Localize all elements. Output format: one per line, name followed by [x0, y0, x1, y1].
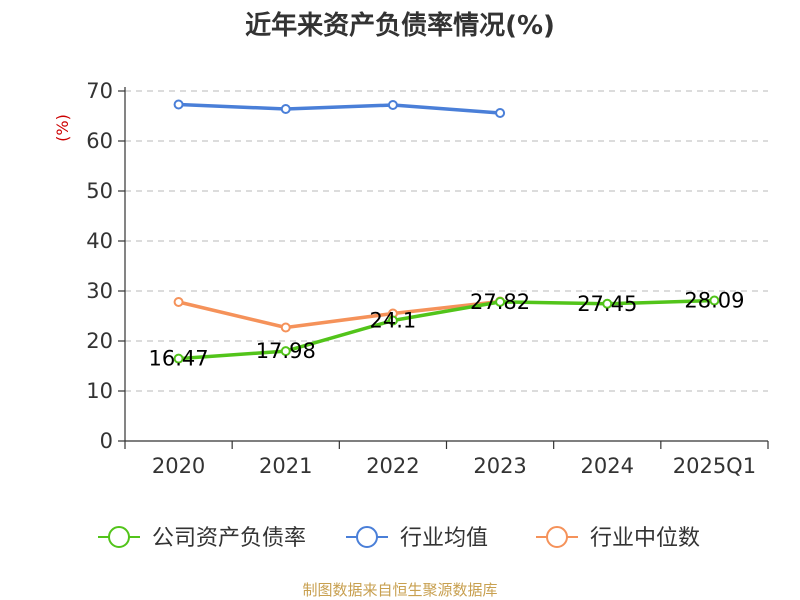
data-point — [709, 295, 720, 306]
x-tick-label: 2023 — [473, 454, 526, 478]
data-point — [280, 104, 291, 114]
x-tick-label: 2021 — [259, 454, 312, 478]
x-tick-label: 2024 — [581, 454, 634, 478]
legend-marker — [546, 526, 568, 548]
axes: 0 10 20 30 40 50 60 70 2020 2021 2022 2023 2024 2025Q… — [86, 79, 769, 478]
gridlines — [125, 90, 768, 392]
y-tick-label: 70 — [86, 79, 113, 103]
series-lines — [173, 99, 720, 364]
legend-label: 行业中位数 — [590, 526, 700, 551]
legend-marker — [108, 526, 130, 548]
y-tick-label: 50 — [86, 179, 113, 203]
data-label: 24.1 — [370, 309, 417, 333]
legend-label: 行业均值 — [400, 526, 488, 551]
source-note: 制图数据来自恒生聚源数据库 — [302, 581, 497, 599]
data-point — [387, 315, 398, 326]
data-point — [495, 296, 506, 307]
y-tick-label: 30 — [86, 279, 113, 303]
y-tick-label: 10 — [86, 379, 113, 403]
x-tick-label: 2020 — [152, 454, 205, 478]
data-point — [495, 108, 506, 118]
y-tick-label: 60 — [86, 129, 113, 153]
data-label: 17.98 — [256, 339, 316, 363]
chart-title: 近年来资产负债率情况(%) — [245, 10, 555, 41]
data-point — [173, 99, 184, 110]
data-point — [173, 353, 184, 364]
legend-marker — [356, 526, 378, 548]
data-point — [280, 322, 291, 333]
data-label: 16.47 — [149, 347, 209, 371]
series-line — [176, 299, 502, 330]
y-tick-label: 20 — [86, 329, 113, 353]
y-axis-label: (%) — [53, 114, 72, 142]
data-point — [173, 297, 184, 307]
x-tick-label: 2022 — [366, 454, 419, 478]
data-label: 27.45 — [577, 292, 637, 316]
series-line — [176, 102, 502, 115]
x-tick-label: 2025Q1 — [673, 454, 756, 478]
data-label: 27.82 — [470, 290, 530, 314]
data-point — [602, 298, 613, 309]
legend-label: 公司资产负债率 — [152, 526, 306, 551]
y-tick-label: 40 — [86, 229, 113, 253]
y-tick-label: 0 — [100, 429, 113, 453]
data-labels: 16.47 17.98 24.1 27.82 27.45 28.09 — [149, 289, 745, 371]
legend: 公司资产负债率 行业均值 行业中位数 — [98, 526, 700, 551]
data-label: 28.09 — [684, 289, 744, 313]
series-line — [176, 298, 717, 361]
data-point — [280, 346, 291, 357]
data-point — [387, 100, 398, 110]
